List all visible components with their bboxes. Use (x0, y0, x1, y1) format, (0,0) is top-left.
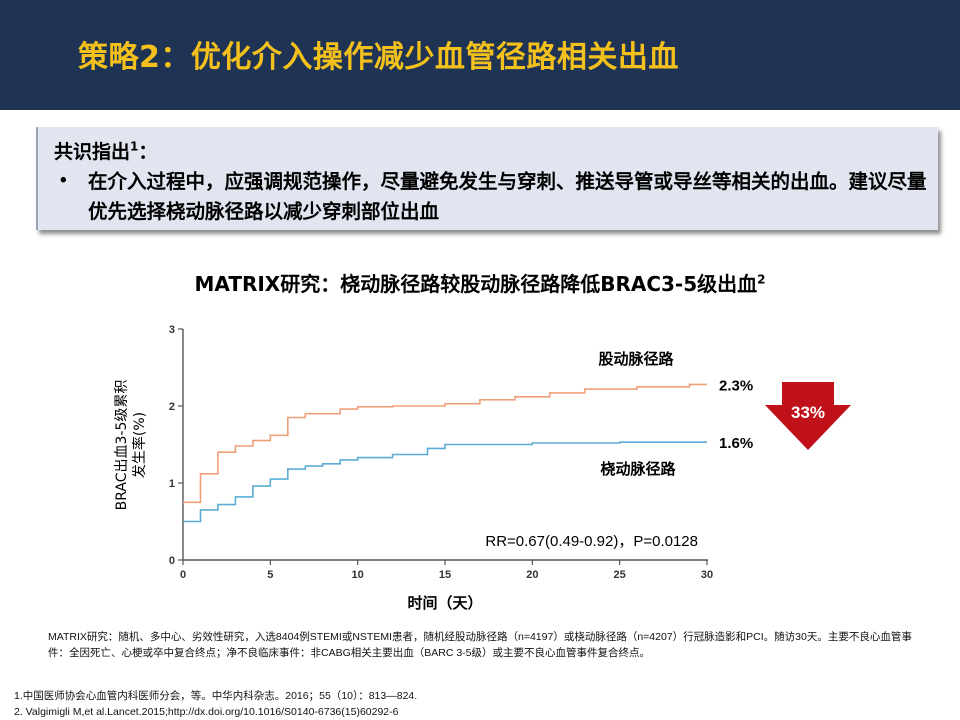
femoral-curve (183, 383, 707, 504)
x-tick-label: 5 (267, 569, 273, 581)
x-tick-label: 0 (180, 569, 186, 581)
chart-title: MATRIX研究：桡动脉径路较股动脉径路降低BRAC3-5级出血2 (0, 268, 960, 297)
consensus-text: 在介入过程中，应强调规范操作，尽量避免发生与穿刺、推送导管或导丝等相关的出血。建… (88, 170, 927, 223)
x-tick-label: 25 (614, 569, 626, 581)
header-bar: 策略2：优化介入操作减少血管径路相关出血 (0, 0, 960, 110)
x-tick-label: 30 (701, 569, 713, 581)
consensus-heading-text: 共识指出 (54, 141, 131, 163)
y-tick-label: 2 (169, 401, 175, 413)
y-tick-label: 3 (169, 324, 175, 336)
chart-title-ref: 2 (757, 272, 766, 287)
x-axis-title: 时间（天） (407, 594, 482, 612)
references: 1.中国医师协会心血管内科医师分会，等。中华内科杂志。2016；55（10）：8… (14, 688, 944, 720)
radial-curve (183, 441, 707, 523)
reduction-arrow (765, 382, 851, 450)
series-end-label: 2.3% (719, 377, 753, 394)
x-tick-label: 15 (439, 569, 451, 581)
x-tick-label: 20 (526, 569, 538, 581)
study-footnote: MATRIX研究：随机、多中心、劣效性研究，入选8404例STEMI或NSTEM… (48, 631, 912, 659)
consensus-heading-colon: ： (138, 141, 158, 163)
chart-title-text: MATRIX研究：桡动脉径路较股动脉径路降低BRAC3-5级出血 (194, 272, 758, 296)
slide-title: 策略2：优化介入操作减少血管径路相关出血 (78, 40, 679, 75)
femoral-legend-label: 股动脉径路 (598, 350, 674, 368)
y-tick-label: 1 (169, 478, 175, 490)
reference-item: 2. Valgimigli M,et al.Lancet.2015;http:/… (14, 706, 399, 718)
consensus-box: 共识指出1： • 在介入过程中，应强调规范操作，尽量避免发生与穿刺、推送导管或导… (36, 127, 938, 230)
x-tick-label: 10 (352, 569, 364, 581)
bullet-dot: • (60, 170, 67, 191)
chart-series (183, 383, 707, 523)
series-end-label: 1.6% (719, 435, 753, 452)
y-axis-title: BRAC出血3-5级累积 发生率(%) (114, 380, 148, 511)
consensus-heading-ref: 1 (130, 139, 139, 154)
consensus-heading: 共识指出1： (54, 137, 157, 164)
y-tick-label: 0 (169, 555, 175, 567)
radial-legend-label: 桡动脉径路 (600, 460, 676, 478)
rr-annotation: RR=0.67(0.49-0.92)，P=0.0128 (485, 533, 698, 550)
reference-item: 1.中国医师协会心血管内科医师分会，等。中华内科杂志。2016；55（10）：8… (14, 690, 418, 702)
reduction-badge-text: 33% (791, 403, 825, 422)
